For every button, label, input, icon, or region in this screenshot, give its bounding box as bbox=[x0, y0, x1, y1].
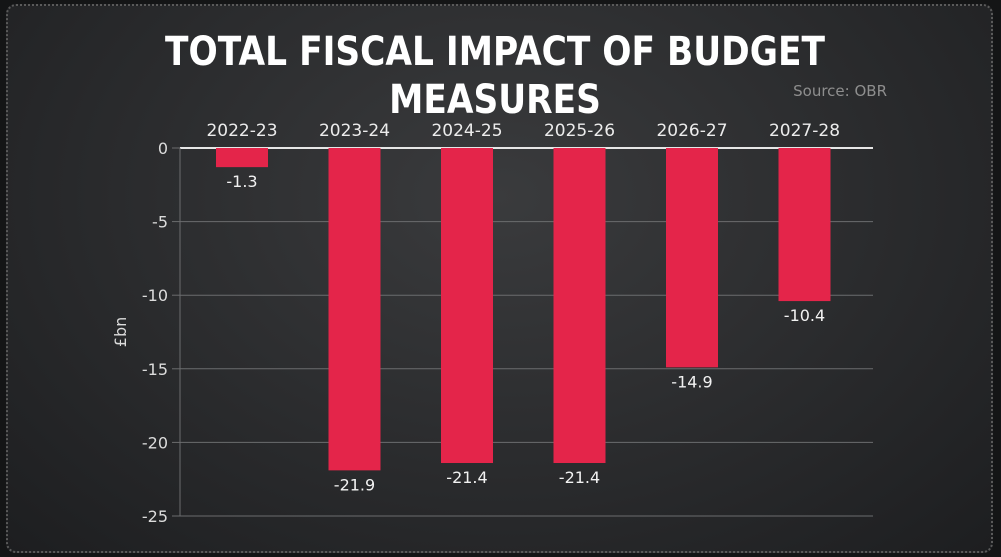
value-label: -1.3 bbox=[226, 172, 257, 191]
y-axis-label: £bn bbox=[111, 317, 130, 347]
value-label: -10.4 bbox=[784, 306, 825, 325]
category-label: 2022-23 bbox=[206, 121, 277, 141]
bar-2025-26 bbox=[553, 148, 606, 464]
y-tick-label: -25 bbox=[142, 507, 168, 526]
value-label: -21.4 bbox=[446, 468, 487, 487]
y-tick-label: -20 bbox=[142, 433, 168, 452]
y-tick-label: -15 bbox=[142, 360, 168, 379]
bar-2023-24 bbox=[328, 148, 381, 471]
value-label: -21.9 bbox=[334, 475, 375, 494]
category-label: 2026-27 bbox=[656, 121, 727, 141]
bar-2026-27 bbox=[666, 148, 718, 368]
y-tick-label: 0 bbox=[158, 139, 168, 158]
bar-2024-25 bbox=[441, 148, 493, 464]
category-label: 2023-24 bbox=[319, 121, 390, 141]
gridlines bbox=[180, 147, 873, 517]
value-labels: -1.3 -21.9 -21.4 -21.4 -14.9 -10.4 bbox=[226, 172, 825, 494]
value-label: -21.4 bbox=[559, 468, 600, 487]
bar-2027-28 bbox=[778, 148, 831, 302]
category-label: 2025-26 bbox=[544, 121, 615, 141]
category-label: 2024-25 bbox=[431, 121, 502, 141]
value-label: -14.9 bbox=[671, 372, 712, 391]
chart-title: TOTAL FISCAL IMPACT OF BUDGET MEASURES bbox=[165, 29, 825, 123]
category-label: 2027-28 bbox=[769, 121, 840, 141]
y-tick-label: -5 bbox=[152, 213, 168, 232]
y-tick-label: -10 bbox=[142, 286, 168, 305]
category-labels: 2022-23 2023-24 2024-25 2025-26 2026-27 2027-… bbox=[206, 121, 840, 141]
bar-2022-23 bbox=[216, 148, 268, 168]
bars bbox=[216, 148, 831, 471]
source-note: Source: OBR bbox=[793, 82, 887, 100]
y-axis: 0 -5 -10 -15 -20 -25 bbox=[142, 139, 181, 526]
